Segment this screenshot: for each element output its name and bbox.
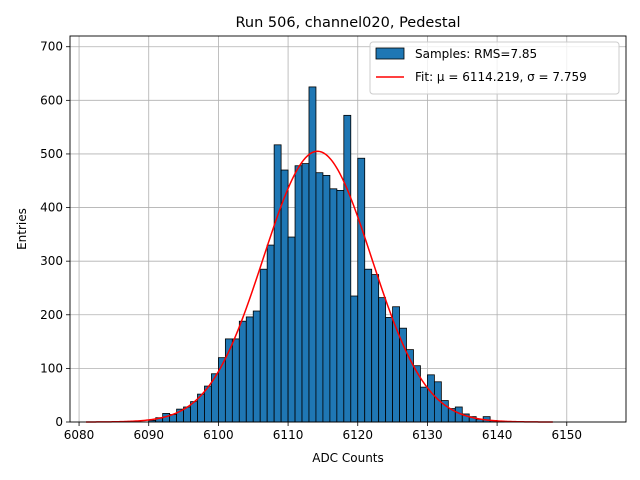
histogram-bar [392, 306, 400, 423]
histogram-bar [218, 357, 226, 423]
legend: Samples: RMS=7.85 Fit: μ = 6114.219, σ =… [369, 41, 620, 95]
legend-swatch-samples [375, 47, 405, 60]
histogram-bar [252, 310, 261, 423]
y-tick-label: 100 [40, 361, 63, 375]
y-tick-label: 0 [55, 415, 63, 429]
x-tick-label: 6080 [64, 428, 95, 442]
histogram-bar [294, 165, 303, 423]
chart-title: Run 506, channel020, Pedestal [235, 15, 460, 31]
x-axis-ticks: 6080 6090 6100 6110 6120 6130 6140 6150 [64, 422, 582, 442]
histogram-bar [266, 244, 275, 423]
y-axis-ticks: 0 100 200 300 400 500 600 700 [40, 40, 70, 429]
histogram-bar [301, 163, 310, 423]
y-tick-label: 400 [40, 201, 63, 215]
histogram-bar [231, 338, 240, 423]
histogram-bar [364, 268, 373, 423]
x-tick-label: 6090 [133, 428, 164, 442]
histogram-bar [336, 189, 345, 423]
x-tick-label: 6110 [273, 428, 304, 442]
histogram-bar [371, 274, 380, 423]
legend-box [369, 41, 620, 95]
histogram-bar [420, 386, 428, 423]
histogram-bar [343, 114, 352, 423]
histogram-bar [357, 157, 366, 423]
histogram-bar [322, 174, 331, 423]
y-tick-label: 700 [40, 40, 63, 54]
legend-label-samples: Samples: RMS=7.85 [415, 47, 537, 61]
y-tick-label: 300 [40, 254, 63, 268]
histogram-bar [273, 144, 282, 423]
x-axis-label: ADC Counts [312, 451, 384, 465]
x-tick-label: 6130 [412, 428, 443, 442]
histogram-bar [413, 365, 421, 423]
histogram-bar [385, 317, 393, 423]
legend-label-fit: Fit: μ = 6114.219, σ = 7.759 [415, 70, 587, 84]
histogram-bar [427, 374, 435, 423]
x-tick-label: 6150 [552, 428, 583, 442]
histogram-bar [378, 297, 387, 423]
histogram-bar [287, 236, 296, 423]
y-tick-label: 200 [40, 308, 63, 322]
histogram-bar [315, 172, 324, 423]
histogram-bar [280, 169, 289, 423]
x-tick-label: 6100 [203, 428, 234, 442]
histogram-bar [399, 327, 407, 423]
x-tick-label: 6120 [342, 428, 373, 442]
histogram-bars [148, 86, 505, 423]
histogram-bar [245, 316, 254, 423]
plot-frame [69, 35, 627, 423]
y-tick-label: 500 [40, 147, 63, 161]
y-tick-label: 600 [40, 93, 63, 107]
histogram-bar [238, 320, 247, 423]
histogram-bar [308, 86, 317, 423]
y-axis-label: Entries [15, 208, 29, 250]
x-tick-label: 6140 [482, 428, 513, 442]
histogram-bar [329, 188, 338, 423]
histogram-bar [204, 385, 212, 423]
histogram-bar [350, 295, 359, 423]
histogram-bar [259, 268, 268, 423]
fit-curve [86, 150, 553, 423]
